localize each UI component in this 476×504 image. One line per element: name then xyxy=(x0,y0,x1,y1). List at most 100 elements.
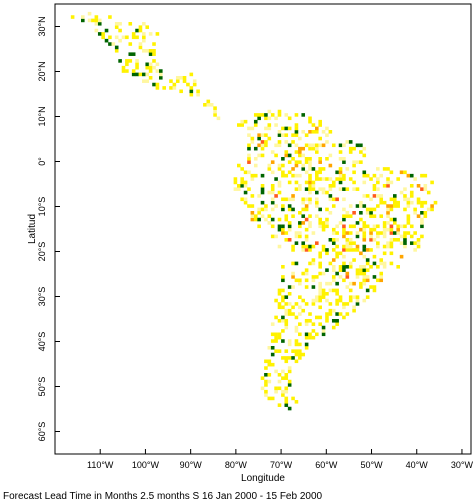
forecast-cell xyxy=(325,319,329,323)
forecast-cell xyxy=(345,238,350,242)
forecast-cell xyxy=(148,49,153,53)
forecast-cell xyxy=(281,163,285,168)
forecast-cell xyxy=(125,62,129,67)
forecast-cell xyxy=(247,126,251,131)
forecast-cell xyxy=(257,153,261,158)
forecast-cell xyxy=(338,177,343,181)
forecast-cell xyxy=(301,200,306,205)
forecast-cell xyxy=(393,231,397,235)
forecast-cell xyxy=(338,312,343,316)
forecast-cell xyxy=(196,89,200,94)
forecast-cell xyxy=(284,150,289,154)
forecast-cell xyxy=(284,319,289,323)
forecast-cell xyxy=(270,346,275,350)
forecast-cell xyxy=(294,234,299,239)
forecast-cell xyxy=(321,292,326,296)
forecast-cell xyxy=(416,197,421,202)
lon-tick-label: 30°W xyxy=(451,460,474,470)
forecast-cell xyxy=(308,187,312,191)
forecast-cell xyxy=(355,187,360,191)
forecast-cell xyxy=(287,285,292,289)
forecast-cell xyxy=(403,197,407,202)
forecast-cell xyxy=(311,258,316,262)
forecast-cell xyxy=(413,248,417,252)
forecast-cell xyxy=(338,268,343,272)
forecast-cell xyxy=(277,109,282,114)
forecast-cell xyxy=(267,379,272,384)
forecast-cell xyxy=(325,248,329,252)
forecast-cell xyxy=(287,170,292,175)
forecast-cell xyxy=(365,207,370,212)
forecast-cell xyxy=(304,143,309,148)
forecast-cell xyxy=(315,130,319,134)
forecast-cell xyxy=(291,214,295,218)
forecast-cell xyxy=(264,379,268,384)
forecast-cell xyxy=(389,241,394,245)
forecast-cell xyxy=(274,153,278,158)
forecast-cell xyxy=(359,271,363,276)
forecast-cell xyxy=(342,217,346,222)
forecast-cell xyxy=(328,187,333,191)
forecast-cell xyxy=(298,221,302,225)
forecast-cell xyxy=(247,133,251,137)
forecast-cell xyxy=(209,103,214,107)
forecast-cell xyxy=(152,65,156,70)
forecast-cell xyxy=(240,119,244,124)
forecast-cell xyxy=(328,211,333,215)
forecast-cell xyxy=(409,190,414,195)
forecast-cell xyxy=(325,292,329,296)
forecast-cell xyxy=(318,298,322,303)
forecast-cell xyxy=(318,143,322,148)
forecast-cell xyxy=(304,322,309,326)
forecast-cell xyxy=(311,167,316,171)
forecast-cell xyxy=(359,211,363,215)
forecast-cell xyxy=(311,335,316,340)
forecast-cell xyxy=(318,207,322,212)
forecast-cell xyxy=(389,224,394,229)
forecast-cell xyxy=(142,22,146,26)
forecast-cell xyxy=(284,113,289,117)
forecast-cell xyxy=(250,214,255,218)
forecast-cell xyxy=(328,177,333,181)
forecast-cell xyxy=(281,278,285,283)
forecast-cell xyxy=(213,113,217,117)
forecast-cell xyxy=(284,389,289,394)
forecast-cell xyxy=(294,359,299,364)
forecast-cell xyxy=(372,173,377,178)
forecast-cell xyxy=(277,180,282,185)
forecast-cell xyxy=(409,173,414,178)
forecast-cell xyxy=(281,356,285,360)
forecast-cell xyxy=(342,315,346,320)
lat-tick-label: 30°S xyxy=(37,287,47,307)
forecast-cell xyxy=(348,214,353,218)
forecast-cell xyxy=(318,288,322,293)
forecast-cell xyxy=(267,362,272,367)
forecast-cell xyxy=(294,143,299,148)
forecast-cells xyxy=(70,11,438,411)
forecast-cell xyxy=(175,76,180,80)
forecast-cell xyxy=(369,197,373,202)
forecast-cell xyxy=(304,217,309,222)
forecast-cell xyxy=(284,312,289,316)
forecast-cell xyxy=(250,136,255,141)
forecast-cell xyxy=(372,288,377,293)
forecast-cell xyxy=(291,356,295,360)
forecast-cell xyxy=(298,322,302,326)
forecast-cell xyxy=(331,143,336,148)
forecast-cell xyxy=(291,167,295,171)
forecast-cell xyxy=(386,177,390,181)
forecast-cell xyxy=(362,281,367,286)
lat-tick-label: 10°S xyxy=(37,197,47,217)
forecast-cell xyxy=(213,106,217,110)
forecast-cell xyxy=(253,157,258,161)
forecast-cell xyxy=(355,244,360,249)
forecast-cell xyxy=(379,194,384,198)
forecast-cell xyxy=(342,265,346,269)
forecast-cell xyxy=(138,42,143,46)
forecast-cell xyxy=(284,173,289,178)
forecast-cell xyxy=(264,113,268,117)
forecast-cell xyxy=(348,140,353,144)
forecast-cell xyxy=(308,214,312,218)
forecast-cell xyxy=(277,190,282,195)
forecast-cell xyxy=(311,231,316,235)
